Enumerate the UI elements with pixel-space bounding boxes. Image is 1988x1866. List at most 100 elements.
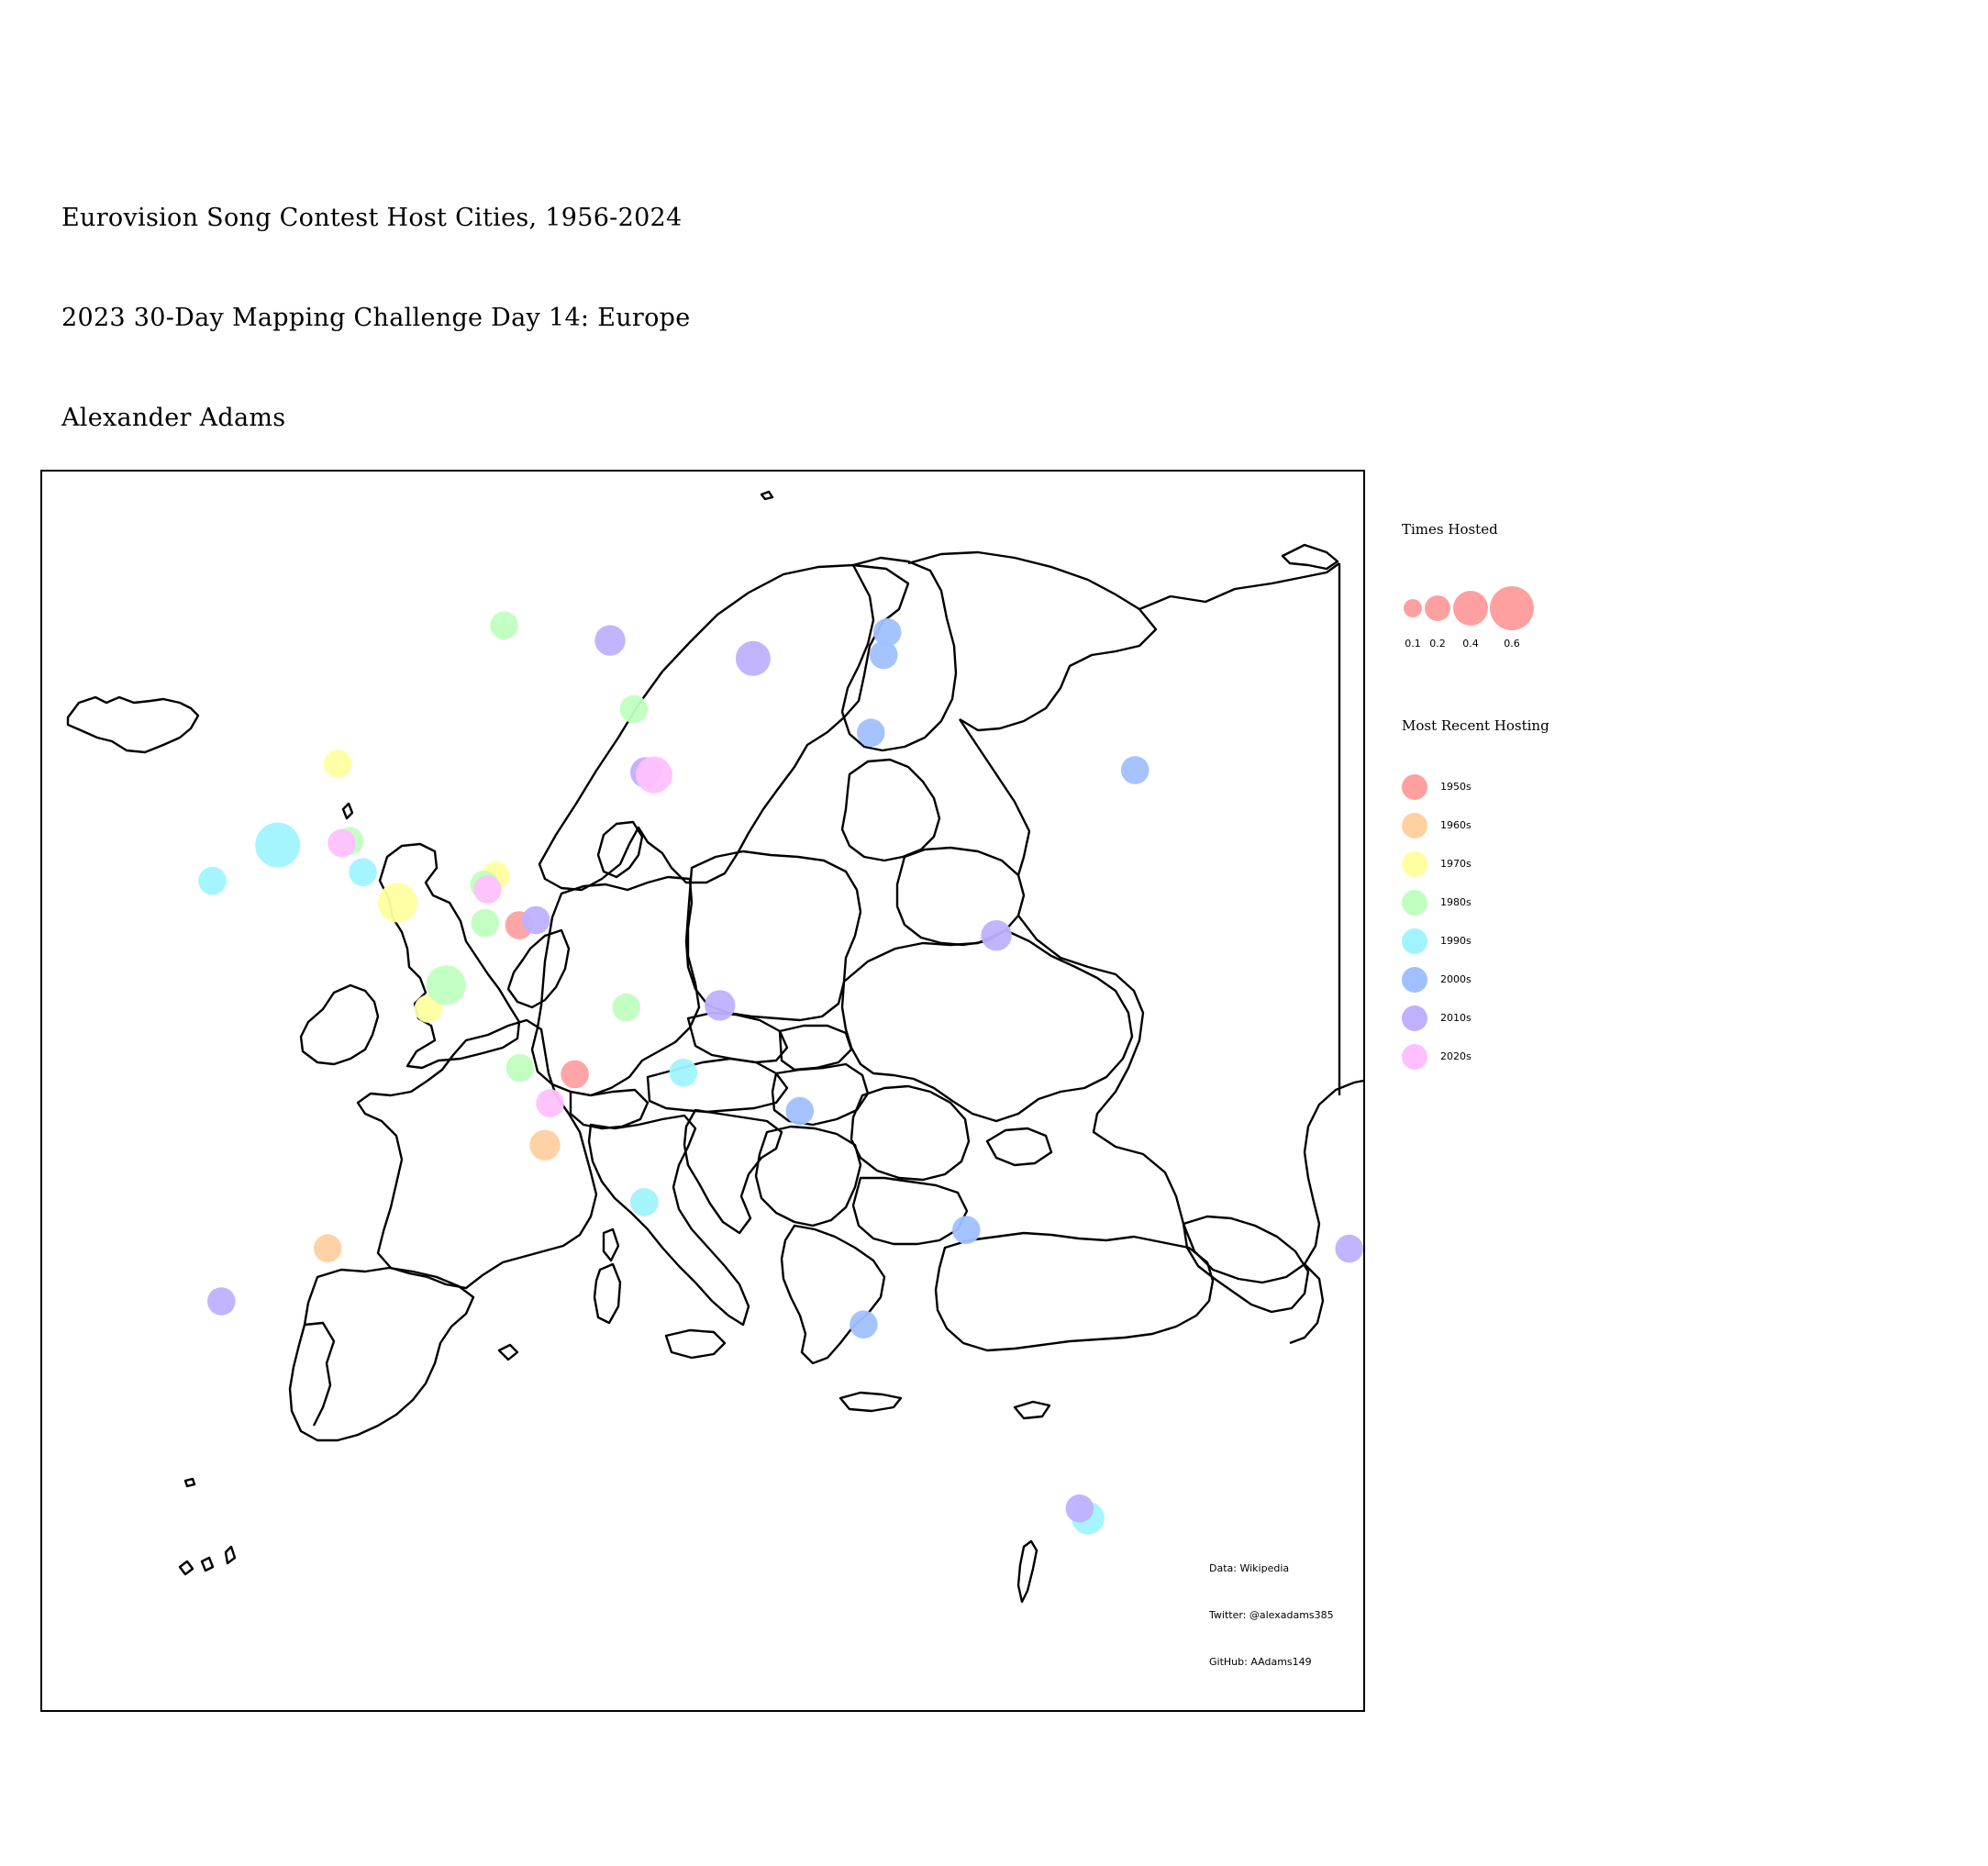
- basemap-outlines: [66, 490, 1363, 1604]
- host-city-marker[interactable]: [952, 1216, 981, 1244]
- legend-decade-item: 1970s: [1402, 849, 1549, 880]
- host-city-marker[interactable]: [981, 920, 1012, 951]
- host-city-marker[interactable]: [473, 875, 502, 904]
- switzerland-outline: [569, 1088, 650, 1130]
- legend-decade-label: 2010s: [1440, 1012, 1472, 1024]
- iberia-outline: [288, 1266, 475, 1442]
- legend-size-circle-0.6: [1490, 586, 1534, 630]
- czechia-outline: [686, 1011, 789, 1064]
- legend-size-circle-0.2: [1425, 595, 1450, 621]
- host-city-marker[interactable]: [735, 640, 771, 676]
- host-city-marker[interactable]: [328, 828, 356, 858]
- legend-size-circle-0.1: [1404, 599, 1422, 617]
- caucasus-outline: [1182, 1215, 1310, 1314]
- europe-map-panel[interactable]: Data: Wikipedia Twitter: @alexadams385 G…: [40, 470, 1365, 1712]
- host-city-marker[interactable]: [612, 993, 640, 1022]
- host-city-markers: [198, 611, 1363, 1535]
- poland-outline: [684, 850, 862, 1022]
- italy-outline: [587, 1114, 750, 1327]
- host-city-marker[interactable]: [426, 965, 466, 1005]
- balearic-outline: [497, 1343, 519, 1361]
- slovenia-croatia-outline: [683, 1108, 783, 1235]
- map-author: Alexander Adams: [61, 404, 286, 432]
- legend-size-circle-0.4: [1453, 591, 1488, 626]
- credit-twitter: Twitter: @alexadams385: [1209, 1609, 1334, 1621]
- cyprus-outline: [1013, 1400, 1051, 1420]
- credit-github: GitHub: AAdams149: [1209, 1656, 1312, 1668]
- baltics-outline: [840, 758, 941, 862]
- crete-outline: [839, 1391, 903, 1413]
- legend-size-circles: [1404, 586, 1534, 630]
- legend-decade-label: 2020s: [1440, 1050, 1472, 1062]
- legend-decade-label: 1950s: [1440, 781, 1472, 793]
- host-city-marker[interactable]: [1335, 1234, 1363, 1263]
- host-city-marker[interactable]: [521, 905, 550, 935]
- great-britain-outline: [378, 842, 521, 1070]
- host-city-marker[interactable]: [850, 1310, 878, 1338]
- host-city-marker[interactable]: [490, 611, 518, 639]
- legend-size-label: 0.1: [1405, 638, 1421, 650]
- host-city-marker[interactable]: [313, 1234, 342, 1262]
- finland-outline: [840, 556, 958, 752]
- caspian-coast: [1289, 1263, 1325, 1345]
- novaya-zemlya: [1281, 543, 1339, 571]
- austria-outline: [646, 1057, 789, 1114]
- host-city-marker[interactable]: [705, 990, 736, 1021]
- host-city-marker[interactable]: [505, 1053, 535, 1083]
- host-city-marker[interactable]: [561, 1060, 589, 1089]
- host-city-marker[interactable]: [255, 822, 301, 868]
- host-city-marker[interactable]: [536, 1089, 564, 1117]
- map-subtitle: 2023 30-Day Mapping Challenge Day 14: Eu…: [61, 304, 691, 332]
- host-city-marker[interactable]: [857, 718, 885, 747]
- map-title: Eurovision Song Contest Host Cities, 195…: [61, 204, 683, 232]
- credit-data-source: Data: Wikipedia: [1209, 1562, 1290, 1574]
- legend-decade-label: 1970s: [1440, 858, 1472, 870]
- legend-decade-title: Most Recent Hosting: [1402, 717, 1549, 734]
- bulgaria-outline: [851, 1176, 969, 1246]
- white-sea-coast: [1138, 562, 1340, 611]
- host-city-marker[interactable]: [323, 750, 352, 778]
- host-city-marker[interactable]: [669, 1059, 698, 1087]
- host-city-marker[interactable]: [785, 1096, 815, 1126]
- legend-decade-item: 1990s: [1402, 926, 1549, 957]
- legend-decade-label: 2000s: [1440, 973, 1472, 985]
- legend-decade-label: 1990s: [1440, 935, 1472, 947]
- legend-color-swatch: [1402, 851, 1427, 877]
- host-city-marker[interactable]: [630, 1188, 659, 1216]
- france-outline: [356, 1018, 598, 1290]
- portugal-border: [304, 1321, 336, 1427]
- legend-color-swatch: [1402, 1005, 1427, 1031]
- legend-color-swatch: [1402, 928, 1427, 954]
- kola-outline: [907, 550, 1158, 732]
- legend-size-title: Times Hosted: [1402, 521, 1498, 538]
- host-city-marker[interactable]: [872, 617, 902, 647]
- svalbard-tip: [760, 490, 774, 501]
- host-city-marker[interactable]: [1065, 1494, 1094, 1523]
- host-city-marker[interactable]: [619, 694, 649, 724]
- host-city-marker[interactable]: [349, 858, 377, 886]
- host-city-marker[interactable]: [377, 883, 417, 923]
- host-city-marker[interactable]: [529, 1129, 561, 1161]
- host-city-marker[interactable]: [471, 908, 499, 938]
- legend-decade-label: 1980s: [1440, 896, 1472, 908]
- legend-decade-item: 2000s: [1402, 964, 1549, 995]
- canary-islands: [178, 1545, 237, 1576]
- israel-outline: [1016, 1539, 1038, 1604]
- host-city-marker[interactable]: [635, 756, 672, 794]
- sicily-outline: [664, 1328, 727, 1360]
- host-city-marker[interactable]: [869, 640, 898, 670]
- host-city-marker[interactable]: [1121, 756, 1149, 784]
- host-city-marker[interactable]: [207, 1287, 236, 1316]
- host-city-marker[interactable]: [198, 866, 227, 895]
- slovakia-outline: [778, 1024, 853, 1072]
- legend-decade-item: 2010s: [1402, 1003, 1549, 1034]
- ukraine-outline: [840, 928, 1134, 1123]
- host-city-marker[interactable]: [594, 625, 626, 656]
- scandinavia-outline: [538, 563, 910, 892]
- legend-size-label: 0.6: [1504, 638, 1520, 650]
- iceland-outline: [66, 695, 200, 754]
- bosnia-serbia-outline: [754, 1125, 862, 1227]
- legend-color-swatch: [1402, 813, 1427, 839]
- legend-color-swatch: [1402, 890, 1427, 916]
- denmark-outline: [596, 820, 644, 879]
